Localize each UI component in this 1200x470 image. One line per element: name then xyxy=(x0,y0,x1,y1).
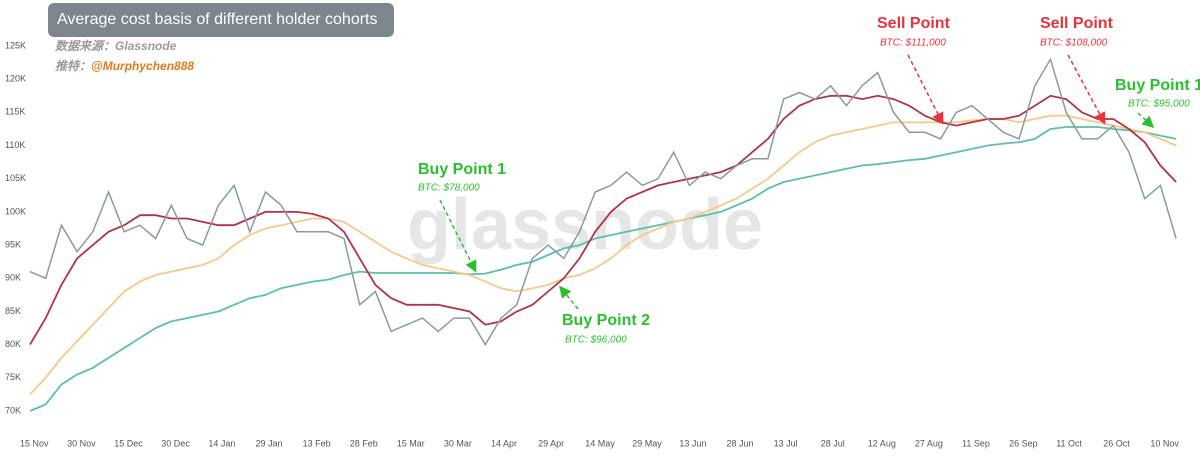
y-tick-label: 115K xyxy=(5,107,25,117)
y-tick-label: 125K xyxy=(5,40,26,50)
annotation-arrow xyxy=(1067,54,1106,125)
chart-title: Average cost basis of different holder c… xyxy=(57,11,377,28)
y-tick-label: 95K xyxy=(5,239,21,249)
y-tick-label: 70K xyxy=(5,405,21,415)
annotation-arrow xyxy=(559,285,579,310)
x-tick-label: 10 Nov xyxy=(1150,438,1179,448)
annotation-label: Sell Point xyxy=(1040,15,1114,32)
title-box xyxy=(48,3,394,37)
x-tick-label: 30 Dec xyxy=(161,438,190,448)
x-tick-label: 30 Nov xyxy=(67,438,96,448)
x-tick-label: 29 Jan xyxy=(256,438,283,448)
annotation-label: Sell Point xyxy=(877,15,951,32)
annotation-note: BTC: $95,000 xyxy=(1128,99,1190,110)
series-line xyxy=(29,126,1177,412)
x-tick-label: 15 Dec xyxy=(114,438,143,448)
x-tick-label: 28 Jun xyxy=(727,438,754,448)
y-tick-label: 110K xyxy=(5,140,25,150)
annotation-arrow xyxy=(907,54,944,125)
y-tick-label: 105K xyxy=(5,173,26,183)
x-tick-label: 15 Nov xyxy=(20,438,49,448)
x-tick-label: 27 Aug xyxy=(915,438,943,448)
x-tick-label: 14 May xyxy=(585,438,615,448)
x-tick-label: 11 Oct xyxy=(1056,438,1082,448)
x-tick-label: 26 Sep xyxy=(1009,438,1038,448)
x-tick-label: 13 Feb xyxy=(303,438,331,448)
x-tick-label: 14 Jan xyxy=(208,438,235,448)
annotation-note: BTC: $108,000 xyxy=(1040,38,1108,49)
x-tick-label: 14 Apr xyxy=(491,438,517,448)
source: 数据来源：Glassnode xyxy=(55,39,177,53)
twitter-label: 推特： xyxy=(55,59,91,73)
y-tick-label: 100K xyxy=(5,206,26,216)
y-tick-label: 85K xyxy=(5,306,21,316)
annotation-label: Buy Point 1 xyxy=(418,161,506,178)
annotation-label: Buy Point 1 xyxy=(1115,77,1200,94)
x-tick-label: 26 Oct xyxy=(1103,438,1130,448)
annotation-label: Buy Point 2 xyxy=(562,312,650,329)
x-tick-label: 11 Sep xyxy=(962,438,990,448)
annotation-note: BTC: $78,000 xyxy=(418,183,480,194)
x-tick-label: 28 Feb xyxy=(350,438,378,448)
annotation-note: BTC: $111,000 xyxy=(880,38,946,49)
x-tick-label: 30 Mar xyxy=(444,438,472,448)
x-tick-label: 29 Apr xyxy=(538,438,564,448)
annotation-arrow xyxy=(1137,112,1155,129)
y-tick-label: 80K xyxy=(5,339,21,349)
annotation-arrow xyxy=(439,199,477,273)
y-tick-label: 120K xyxy=(5,74,26,84)
series-line xyxy=(29,94,1177,346)
annotation-note: BTC: $96,000 xyxy=(565,335,627,346)
x-tick-label: 12 Aug xyxy=(868,438,896,448)
x-tick-label: 29 May xyxy=(632,438,662,448)
series-line xyxy=(29,57,1177,347)
watermark: glassnode xyxy=(407,185,763,265)
twitter-handle: @Murphychen888 xyxy=(91,59,194,73)
x-tick-label: 13 Jul xyxy=(774,438,798,448)
y-tick-label: 75K xyxy=(5,372,21,382)
x-tick-label: 28 Jul xyxy=(821,438,845,448)
x-tick-label: 15 Mar xyxy=(397,438,425,448)
y-tick-label: 90K xyxy=(5,273,21,283)
x-tick-label: 13 Jun xyxy=(679,438,706,448)
